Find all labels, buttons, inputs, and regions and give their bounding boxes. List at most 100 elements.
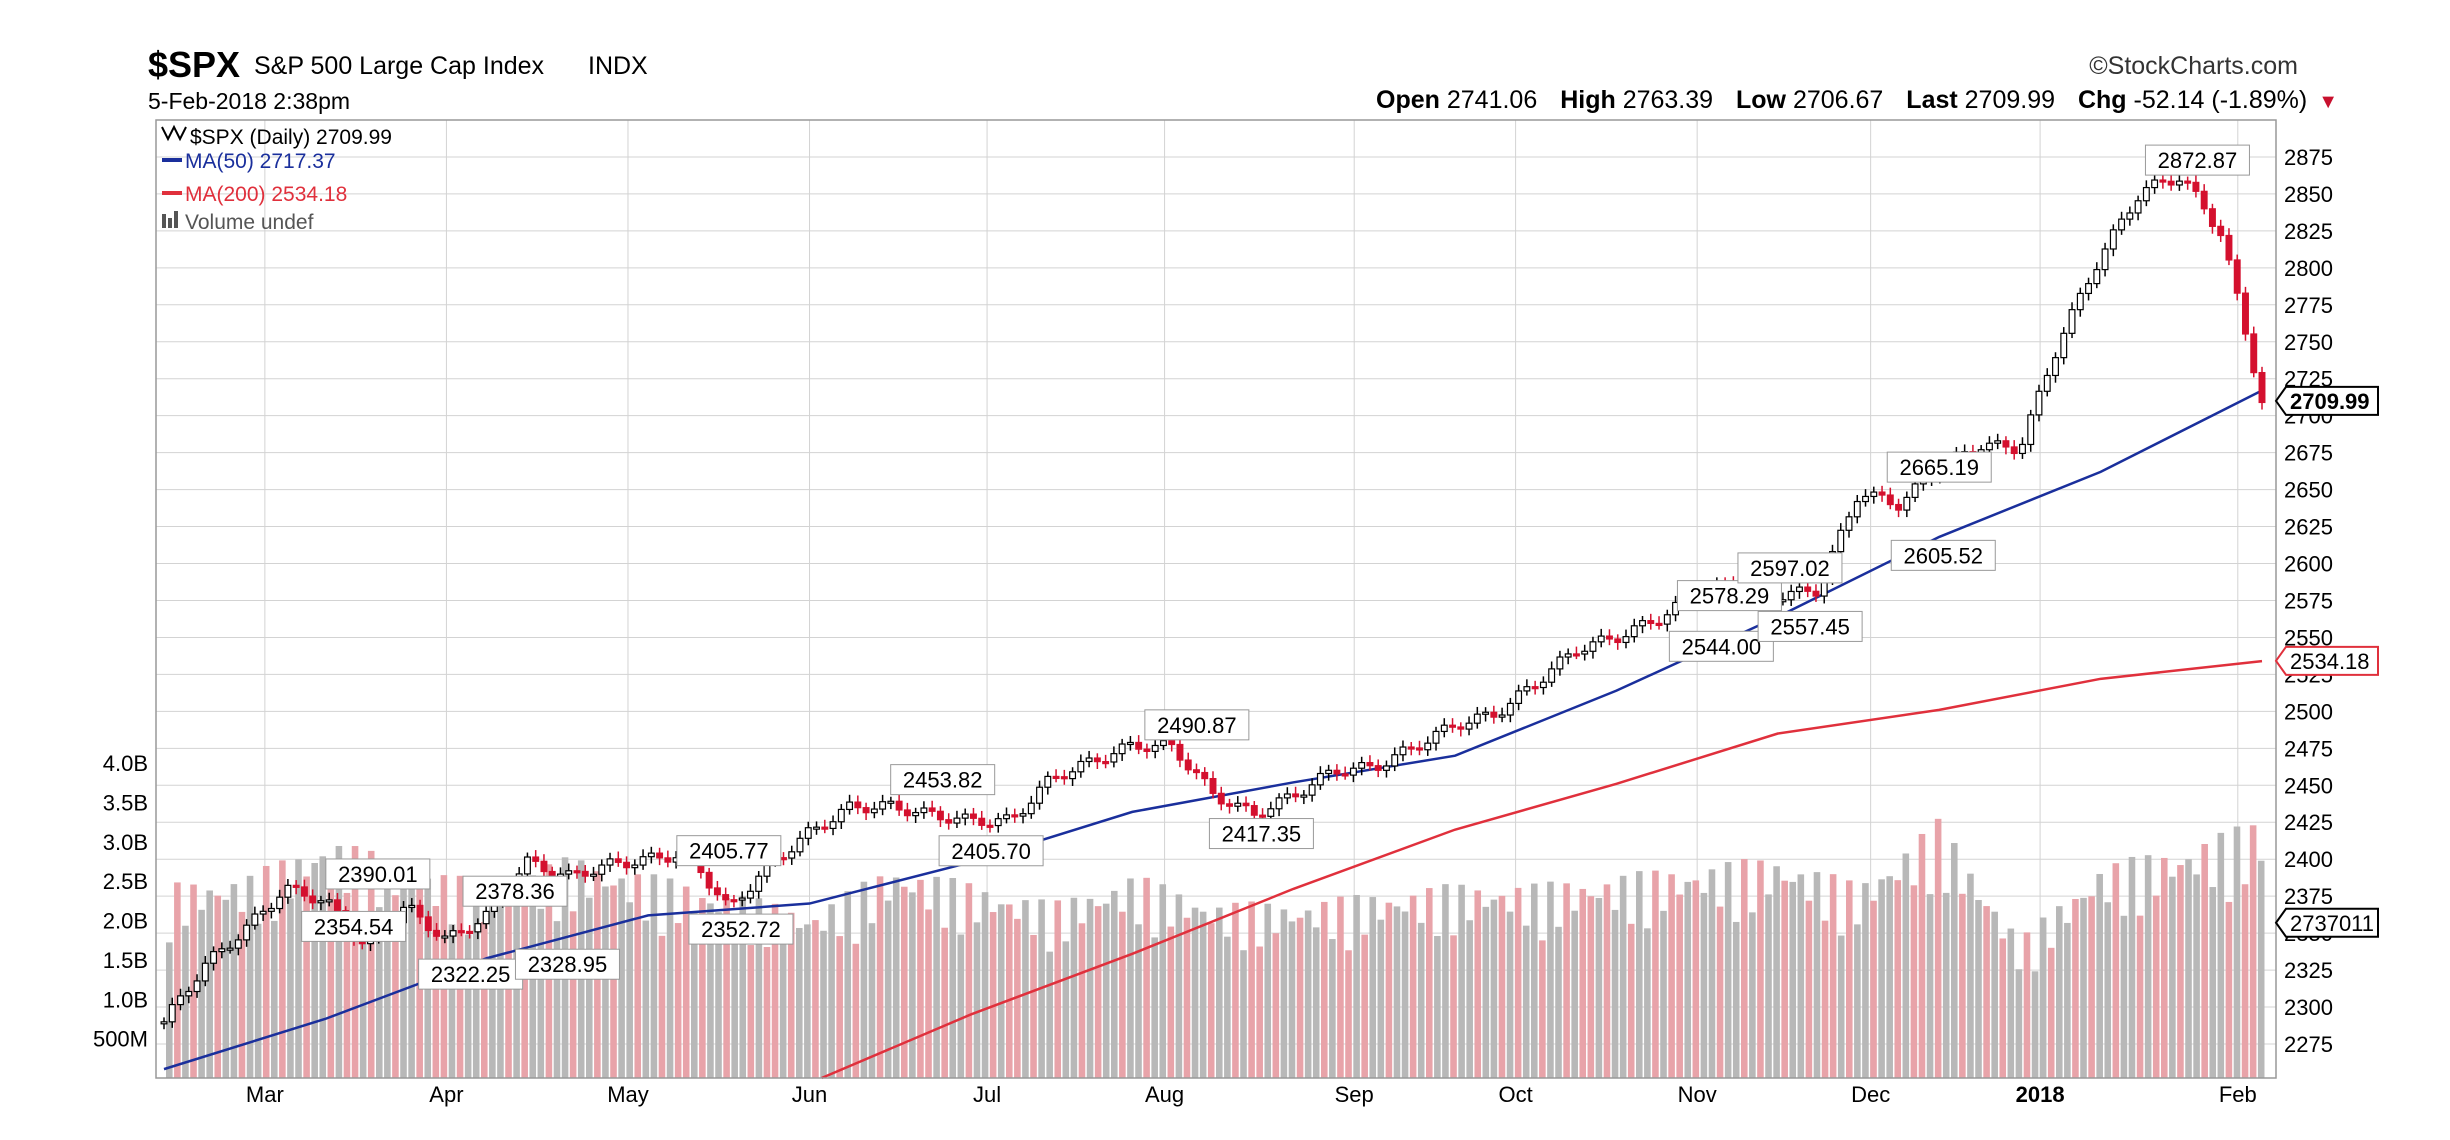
annotation-box	[1676, 580, 1782, 612]
volume-bar	[311, 862, 318, 1078]
candle-body	[1473, 713, 1481, 724]
volume-bar	[1813, 872, 1821, 1078]
candle-body	[730, 899, 738, 903]
candle	[1118, 738, 1126, 761]
volume-bar	[497, 906, 504, 1078]
volume-bar	[650, 874, 658, 1078]
volume-tick-label: 2.5B	[103, 869, 148, 894]
candle-body	[969, 813, 977, 819]
volume-bar	[254, 923, 262, 1078]
volume-bar	[1345, 950, 1352, 1078]
price-annotation: 2605.52	[1890, 539, 1996, 571]
volume-bar	[618, 878, 625, 1078]
volume-bar	[1741, 859, 1748, 1078]
volume-bar	[1426, 888, 1433, 1078]
candle	[226, 940, 234, 954]
candle-body	[928, 807, 936, 812]
candle-body	[243, 924, 251, 941]
quote-datetime: 5-Feb-2018 2:38pm	[148, 88, 351, 114]
candle	[2043, 368, 2051, 397]
candle	[1019, 808, 1027, 824]
candle-body	[780, 857, 787, 861]
high-value: 2763.39	[1622, 86, 1714, 114]
candle-body	[614, 858, 622, 863]
volume-bar	[230, 884, 238, 1078]
price-annotation: 2665.19	[1886, 451, 1992, 483]
month-label: Apr	[429, 1082, 463, 1107]
volume-bar	[1030, 934, 1037, 1078]
candle	[1069, 767, 1077, 786]
low-label: Low	[1736, 86, 1787, 114]
candle-body	[2085, 282, 2093, 295]
candle	[1300, 790, 1308, 805]
volume-bar	[2080, 897, 2087, 1078]
candle	[1994, 433, 2002, 450]
candle-body	[1465, 722, 1473, 730]
candle-body	[1275, 797, 1283, 810]
candle	[449, 924, 457, 944]
price-tick-label: 2500	[2284, 699, 2333, 724]
candle-body	[449, 930, 457, 937]
candle	[408, 898, 416, 913]
candle-body	[292, 884, 300, 888]
candle	[1085, 750, 1093, 768]
candle	[598, 859, 606, 882]
candle-body	[2159, 179, 2167, 183]
candle	[2126, 206, 2134, 226]
volume-bar	[1579, 888, 1587, 1078]
candle-body	[1069, 771, 1077, 780]
candle-body	[746, 890, 754, 899]
candle	[1886, 487, 1894, 510]
candle-body	[1102, 761, 1110, 765]
candle	[457, 923, 465, 937]
candle	[928, 800, 936, 817]
candle	[746, 884, 754, 904]
candle	[606, 852, 614, 872]
price-annotation: 2453.82	[890, 764, 996, 796]
candle-body	[1482, 711, 1490, 715]
volume-bar	[1942, 892, 1950, 1078]
volume-bar	[1894, 880, 1902, 1078]
candle	[1895, 498, 1903, 518]
candle-body	[978, 817, 986, 826]
candle	[466, 925, 474, 939]
volume-bar	[747, 945, 755, 1078]
axes: 2275230023252350237524002425245024752500…	[93, 119, 2379, 1107]
candle-body	[755, 875, 763, 892]
candle-body	[656, 852, 664, 859]
candle	[1630, 618, 1638, 643]
volume-bar	[553, 921, 561, 1078]
volume-bar	[1539, 940, 1546, 1078]
volume-bar	[1135, 924, 1142, 1078]
volume-bar	[739, 896, 747, 1078]
volume-bar	[1369, 897, 1377, 1078]
candle	[1044, 771, 1052, 795]
candle-body	[1292, 793, 1300, 798]
candle-body	[1019, 813, 1027, 817]
candle	[1647, 613, 1655, 630]
volume-bar	[1014, 918, 1021, 1078]
candle	[1242, 796, 1250, 812]
candle-body	[2035, 390, 2043, 416]
volume-bar	[1781, 880, 1788, 1078]
volume-bar	[287, 898, 294, 1078]
candle	[1482, 707, 1490, 722]
candle-body	[986, 824, 994, 828]
last-label: Last	[1906, 86, 1958, 114]
price-annotation: 2405.70	[938, 835, 1044, 867]
candle-body	[573, 870, 581, 874]
volume-bar	[367, 850, 375, 1078]
candle	[1465, 716, 1473, 736]
volume-bar	[2128, 856, 2136, 1078]
brand-watermark[interactable]: ©StockCharts.com	[2089, 52, 2298, 80]
volume-bar	[1288, 921, 1296, 1078]
candle	[961, 808, 969, 826]
candle-body	[325, 899, 333, 903]
right-value-marker: 2534.18	[2274, 645, 2379, 676]
candle	[251, 906, 259, 930]
candle	[218, 942, 226, 959]
candle-body	[2076, 292, 2084, 311]
annotation-label: 2352.72	[701, 917, 781, 942]
volume-bar	[1910, 885, 1918, 1078]
